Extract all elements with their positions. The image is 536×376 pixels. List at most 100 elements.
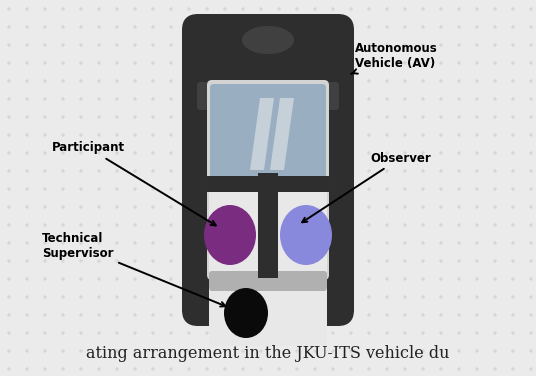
- Ellipse shape: [421, 223, 425, 227]
- Ellipse shape: [421, 115, 425, 119]
- Ellipse shape: [204, 205, 256, 265]
- Ellipse shape: [259, 241, 263, 245]
- Ellipse shape: [295, 79, 299, 83]
- Ellipse shape: [8, 43, 11, 47]
- Ellipse shape: [25, 79, 29, 83]
- Ellipse shape: [43, 7, 47, 11]
- Ellipse shape: [331, 331, 335, 335]
- Ellipse shape: [367, 97, 371, 101]
- FancyBboxPatch shape: [209, 185, 327, 281]
- Ellipse shape: [511, 259, 515, 263]
- Ellipse shape: [115, 25, 119, 29]
- Ellipse shape: [241, 367, 245, 371]
- Ellipse shape: [457, 205, 461, 209]
- Ellipse shape: [277, 187, 281, 191]
- Ellipse shape: [224, 241, 227, 245]
- Ellipse shape: [187, 61, 191, 65]
- Ellipse shape: [349, 79, 353, 83]
- Ellipse shape: [277, 61, 281, 65]
- Ellipse shape: [475, 169, 479, 173]
- Ellipse shape: [205, 25, 209, 29]
- Ellipse shape: [25, 61, 29, 65]
- Ellipse shape: [97, 25, 101, 29]
- Ellipse shape: [115, 43, 119, 47]
- Ellipse shape: [511, 61, 515, 65]
- Ellipse shape: [241, 187, 245, 191]
- Ellipse shape: [61, 295, 65, 299]
- Ellipse shape: [43, 223, 47, 227]
- Ellipse shape: [241, 115, 245, 119]
- Ellipse shape: [115, 349, 119, 353]
- Ellipse shape: [8, 313, 11, 317]
- Ellipse shape: [187, 259, 191, 263]
- Text: Autonomous
Vehicle (AV): Autonomous Vehicle (AV): [351, 42, 438, 74]
- Ellipse shape: [313, 97, 317, 101]
- Ellipse shape: [457, 97, 461, 101]
- Ellipse shape: [493, 115, 497, 119]
- Ellipse shape: [331, 115, 335, 119]
- Ellipse shape: [133, 97, 137, 101]
- Ellipse shape: [403, 331, 407, 335]
- Ellipse shape: [277, 313, 281, 317]
- Ellipse shape: [8, 259, 11, 263]
- Ellipse shape: [493, 205, 497, 209]
- Ellipse shape: [151, 97, 155, 101]
- Ellipse shape: [187, 43, 191, 47]
- Ellipse shape: [457, 79, 461, 83]
- Ellipse shape: [295, 43, 299, 47]
- Ellipse shape: [97, 295, 101, 299]
- Ellipse shape: [61, 7, 65, 11]
- Ellipse shape: [493, 367, 497, 371]
- Ellipse shape: [277, 367, 281, 371]
- Ellipse shape: [493, 43, 497, 47]
- Ellipse shape: [187, 133, 191, 137]
- Ellipse shape: [385, 79, 389, 83]
- Ellipse shape: [349, 349, 353, 353]
- Ellipse shape: [403, 7, 407, 11]
- Ellipse shape: [169, 61, 173, 65]
- Ellipse shape: [277, 241, 281, 245]
- Ellipse shape: [511, 349, 515, 353]
- Ellipse shape: [61, 25, 65, 29]
- Ellipse shape: [224, 133, 227, 137]
- Ellipse shape: [367, 313, 371, 317]
- Ellipse shape: [493, 97, 497, 101]
- Ellipse shape: [187, 313, 191, 317]
- Ellipse shape: [8, 97, 11, 101]
- Ellipse shape: [169, 313, 173, 317]
- Ellipse shape: [493, 241, 497, 245]
- Ellipse shape: [8, 25, 11, 29]
- Ellipse shape: [529, 61, 533, 65]
- Ellipse shape: [169, 331, 173, 335]
- Ellipse shape: [511, 241, 515, 245]
- Ellipse shape: [385, 259, 389, 263]
- Ellipse shape: [241, 259, 245, 263]
- Ellipse shape: [8, 169, 11, 173]
- Ellipse shape: [133, 7, 137, 11]
- Ellipse shape: [367, 187, 371, 191]
- Ellipse shape: [25, 205, 29, 209]
- Ellipse shape: [313, 295, 317, 299]
- Ellipse shape: [151, 151, 155, 155]
- Ellipse shape: [475, 133, 479, 137]
- Ellipse shape: [43, 277, 47, 281]
- Ellipse shape: [475, 277, 479, 281]
- Ellipse shape: [367, 25, 371, 29]
- Ellipse shape: [385, 7, 389, 11]
- Ellipse shape: [277, 43, 281, 47]
- Ellipse shape: [61, 223, 65, 227]
- Ellipse shape: [457, 187, 461, 191]
- Ellipse shape: [97, 169, 101, 173]
- Ellipse shape: [241, 313, 245, 317]
- Ellipse shape: [439, 115, 443, 119]
- Ellipse shape: [151, 169, 155, 173]
- Ellipse shape: [475, 61, 479, 65]
- Ellipse shape: [43, 349, 47, 353]
- Ellipse shape: [493, 223, 497, 227]
- Ellipse shape: [115, 151, 119, 155]
- Ellipse shape: [205, 151, 209, 155]
- Ellipse shape: [475, 295, 479, 299]
- Ellipse shape: [457, 151, 461, 155]
- Ellipse shape: [61, 133, 65, 137]
- Ellipse shape: [151, 295, 155, 299]
